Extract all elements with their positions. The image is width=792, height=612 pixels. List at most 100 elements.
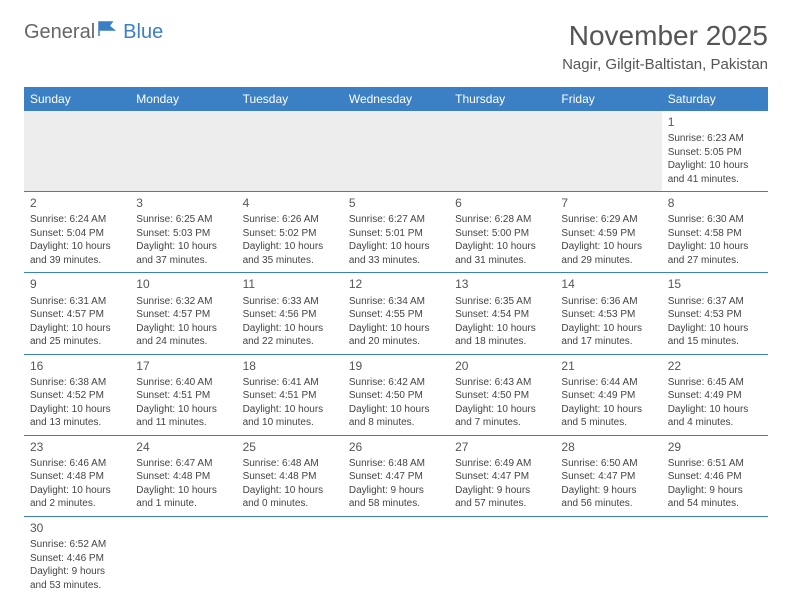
day-day1: Daylight: 10 hours [136, 484, 230, 498]
day-sunrise: Sunrise: 6:25 AM [136, 213, 230, 227]
day-sunset: Sunset: 4:57 PM [136, 308, 230, 322]
day-number: 7 [561, 195, 655, 211]
day-number: 2 [30, 195, 124, 211]
day-sunrise: Sunrise: 6:46 AM [30, 457, 124, 471]
calendar-cell: 19Sunrise: 6:42 AMSunset: 4:50 PMDayligh… [343, 354, 449, 435]
day-day1: Daylight: 10 hours [243, 484, 337, 498]
day-day1: Daylight: 10 hours [561, 403, 655, 417]
day-day1: Daylight: 10 hours [668, 403, 762, 417]
day-day1: Daylight: 10 hours [136, 322, 230, 336]
weekday-header: Tuesday [237, 87, 343, 111]
day-sunset: Sunset: 5:03 PM [136, 227, 230, 241]
calendar-cell [555, 111, 661, 192]
calendar-cell: 1Sunrise: 6:23 AMSunset: 5:05 PMDaylight… [662, 111, 768, 192]
day-number: 26 [349, 439, 443, 455]
calendar-cell: 12Sunrise: 6:34 AMSunset: 4:55 PMDayligh… [343, 273, 449, 354]
day-sunset: Sunset: 4:58 PM [668, 227, 762, 241]
weekday-header: Thursday [449, 87, 555, 111]
day-day1: Daylight: 10 hours [561, 240, 655, 254]
day-sunset: Sunset: 4:53 PM [668, 308, 762, 322]
day-day2: and 25 minutes. [30, 335, 124, 349]
day-sunset: Sunset: 5:00 PM [455, 227, 549, 241]
day-number: 15 [668, 276, 762, 292]
day-day1: Daylight: 10 hours [243, 240, 337, 254]
calendar-cell: 9Sunrise: 6:31 AMSunset: 4:57 PMDaylight… [24, 273, 130, 354]
day-day1: Daylight: 10 hours [30, 484, 124, 498]
day-sunrise: Sunrise: 6:34 AM [349, 295, 443, 309]
day-day2: and 22 minutes. [243, 335, 337, 349]
calendar-cell [662, 516, 768, 597]
day-day2: and 17 minutes. [561, 335, 655, 349]
day-day2: and 41 minutes. [668, 173, 762, 187]
day-day1: Daylight: 10 hours [349, 322, 443, 336]
day-day2: and 11 minutes. [136, 416, 230, 430]
day-sunrise: Sunrise: 6:51 AM [668, 457, 762, 471]
logo-text-1: General [24, 21, 95, 44]
day-sunrise: Sunrise: 6:30 AM [668, 213, 762, 227]
weekday-header: Friday [555, 87, 661, 111]
calendar-cell [343, 111, 449, 192]
day-number: 24 [136, 439, 230, 455]
day-sunset: Sunset: 4:47 PM [349, 470, 443, 484]
calendar-row: 23Sunrise: 6:46 AMSunset: 4:48 PMDayligh… [24, 435, 768, 516]
day-sunrise: Sunrise: 6:44 AM [561, 376, 655, 390]
day-sunrise: Sunrise: 6:50 AM [561, 457, 655, 471]
day-sunset: Sunset: 5:02 PM [243, 227, 337, 241]
day-day2: and 57 minutes. [455, 497, 549, 511]
calendar-cell: 2Sunrise: 6:24 AMSunset: 5:04 PMDaylight… [24, 192, 130, 273]
day-sunset: Sunset: 4:53 PM [561, 308, 655, 322]
logo: General Blue [24, 20, 163, 44]
day-sunset: Sunset: 5:04 PM [30, 227, 124, 241]
day-number: 1 [668, 114, 762, 130]
day-day1: Daylight: 10 hours [349, 403, 443, 417]
day-day2: and 2 minutes. [30, 497, 124, 511]
day-number: 5 [349, 195, 443, 211]
day-sunrise: Sunrise: 6:33 AM [243, 295, 337, 309]
day-day1: Daylight: 9 hours [349, 484, 443, 498]
day-number: 28 [561, 439, 655, 455]
day-day1: Daylight: 9 hours [561, 484, 655, 498]
day-number: 22 [668, 358, 762, 374]
day-sunset: Sunset: 4:47 PM [455, 470, 549, 484]
calendar-cell: 11Sunrise: 6:33 AMSunset: 4:56 PMDayligh… [237, 273, 343, 354]
day-day1: Daylight: 10 hours [30, 322, 124, 336]
day-sunset: Sunset: 4:48 PM [243, 470, 337, 484]
calendar-cell: 25Sunrise: 6:48 AMSunset: 4:48 PMDayligh… [237, 435, 343, 516]
day-day1: Daylight: 10 hours [455, 322, 549, 336]
day-number: 9 [30, 276, 124, 292]
calendar-cell: 15Sunrise: 6:37 AMSunset: 4:53 PMDayligh… [662, 273, 768, 354]
calendar-cell: 28Sunrise: 6:50 AMSunset: 4:47 PMDayligh… [555, 435, 661, 516]
day-sunset: Sunset: 4:46 PM [668, 470, 762, 484]
day-day1: Daylight: 10 hours [668, 159, 762, 173]
calendar-cell [237, 516, 343, 597]
day-day2: and 7 minutes. [455, 416, 549, 430]
day-sunset: Sunset: 4:48 PM [30, 470, 124, 484]
day-day1: Daylight: 9 hours [668, 484, 762, 498]
day-day2: and 29 minutes. [561, 254, 655, 268]
calendar-cell: 23Sunrise: 6:46 AMSunset: 4:48 PMDayligh… [24, 435, 130, 516]
day-sunrise: Sunrise: 6:49 AM [455, 457, 549, 471]
day-sunrise: Sunrise: 6:29 AM [561, 213, 655, 227]
day-day1: Daylight: 10 hours [668, 322, 762, 336]
calendar-cell: 26 Sunrise: 6:48 AMSunset: 4:47 PMDayligh… [343, 435, 449, 516]
calendar-row: 16Sunrise: 6:38 AMSunset: 4:52 PMDayligh… [24, 354, 768, 435]
day-day2: and 1 minute. [136, 497, 230, 511]
calendar-cell: 6Sunrise: 6:28 AMSunset: 5:00 PMDaylight… [449, 192, 555, 273]
day-number: 6 [455, 195, 549, 211]
day-sunset: Sunset: 4:51 PM [136, 389, 230, 403]
day-sunrise: Sunrise: 6:23 AM [668, 132, 762, 146]
day-day2: and 4 minutes. [668, 416, 762, 430]
calendar-cell [237, 111, 343, 192]
calendar-cell: 3Sunrise: 6:25 AMSunset: 5:03 PMDaylight… [130, 192, 236, 273]
calendar-table: SundayMondayTuesdayWednesdayThursdayFrid… [24, 87, 768, 597]
day-sunrise: Sunrise: 6:48 AM [349, 457, 443, 471]
day-day1: Daylight: 10 hours [243, 322, 337, 336]
day-sunrise: Sunrise: 6:52 AM [30, 538, 124, 552]
day-day2: and 56 minutes. [561, 497, 655, 511]
day-sunrise: Sunrise: 6:47 AM [136, 457, 230, 471]
calendar-cell: 29Sunrise: 6:51 AMSunset: 4:46 PMDayligh… [662, 435, 768, 516]
calendar-header: SundayMondayTuesdayWednesdayThursdayFrid… [24, 87, 768, 111]
day-sunrise: Sunrise: 6:48 AM [243, 457, 337, 471]
day-sunrise: Sunrise: 6:32 AM [136, 295, 230, 309]
calendar-cell: 10Sunrise: 6:32 AMSunset: 4:57 PMDayligh… [130, 273, 236, 354]
